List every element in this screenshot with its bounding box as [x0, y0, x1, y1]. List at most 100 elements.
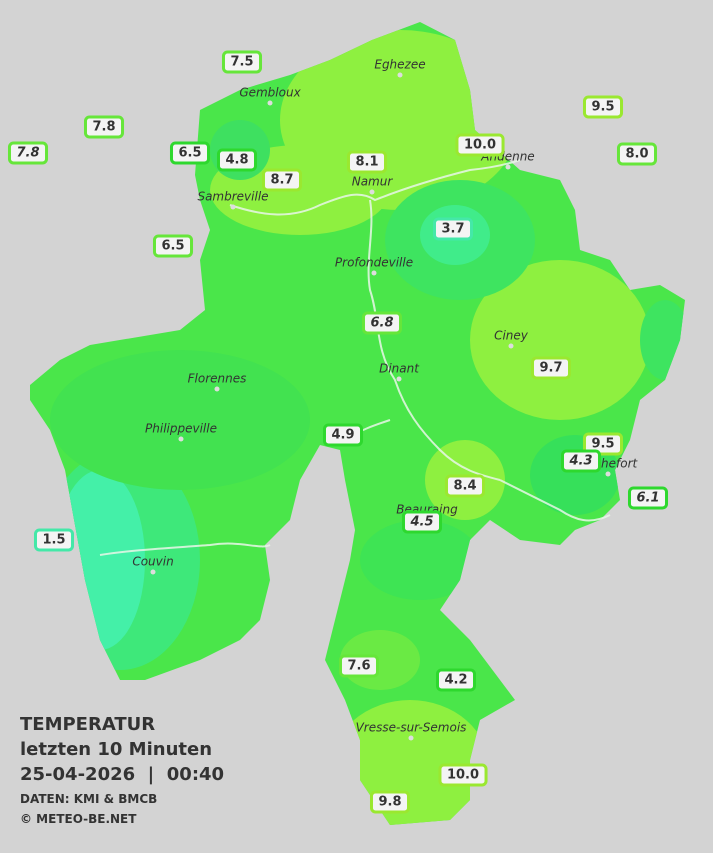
station: 6.8 [361, 311, 403, 335]
station-box [216, 148, 258, 172]
station: 9.5 [582, 432, 624, 456]
station-box [221, 50, 263, 74]
town-dot [178, 436, 184, 442]
station: 8.4 [444, 474, 486, 498]
town-dot [408, 735, 414, 741]
station-value: 8.0 [625, 147, 648, 162]
station-box [369, 790, 411, 814]
station-box [438, 763, 488, 787]
station-value: 4.3 [568, 454, 592, 469]
station: 10.0 [455, 133, 505, 157]
town-label: Philippeville [145, 422, 217, 436]
station-box [444, 474, 486, 498]
town-dot [397, 72, 403, 78]
station-box [346, 150, 388, 174]
station: 1.5 [33, 528, 75, 552]
station: 3.7 [432, 217, 474, 241]
station-box [152, 234, 194, 258]
town-label: Sambreville [197, 190, 268, 204]
rivers [99, 159, 611, 556]
station: 4.9 [322, 423, 364, 447]
town-label: Gembloux [239, 86, 301, 100]
station-value: 8.1 [355, 155, 378, 170]
station-value: 7.8 [16, 146, 39, 161]
legend: TEMPERATUR letzten 10 Minuten 25-04-2026… [20, 714, 224, 826]
station: 7.5 [221, 50, 263, 74]
town-label: Eghezee [374, 58, 425, 72]
town-dot [605, 471, 611, 477]
station-value: 9.5 [591, 100, 614, 115]
station-value: 4.8 [225, 153, 248, 168]
station-value: 7.8 [92, 120, 115, 135]
town-dot [150, 569, 156, 575]
town-dot [508, 343, 514, 349]
legend-datetime: 25-04-2026 | 00:40 [20, 764, 224, 785]
station: 9.5 [582, 95, 624, 119]
station-box [530, 356, 572, 380]
town-label: Couvin [132, 555, 173, 569]
station: 4.2 [435, 668, 477, 692]
station: 6.5 [169, 141, 211, 165]
station-value: 9.5 [591, 437, 614, 452]
station-box [338, 654, 380, 678]
station: 9.8 [369, 790, 411, 814]
station: 4.5 [401, 510, 443, 534]
town-dot [230, 204, 236, 210]
station-box [616, 142, 658, 166]
station-value: 10.0 [464, 138, 496, 153]
station: 8.0 [616, 142, 658, 166]
station-box [33, 528, 75, 552]
station: 4.8 [216, 148, 258, 172]
station-value: 8.4 [453, 479, 476, 494]
station-box [322, 423, 364, 447]
station-value: 9.8 [378, 795, 401, 810]
station-value: 6.5 [178, 146, 201, 161]
station-value: 4.2 [444, 673, 467, 688]
station-box [7, 141, 49, 165]
legend-title: TEMPERATUR [20, 714, 155, 735]
station: 7.8 [83, 115, 125, 139]
station-box [435, 668, 477, 692]
station-value: 10.0 [447, 768, 479, 783]
town-dot [369, 189, 375, 195]
station-value: 7.5 [230, 55, 253, 70]
station-box [455, 133, 505, 157]
town-label: Ciney [494, 329, 529, 343]
town-label: Profondeville [335, 256, 413, 270]
station-box [432, 217, 474, 241]
station-box [169, 141, 211, 165]
town-dot [396, 376, 402, 382]
station: 8.1 [346, 150, 388, 174]
legend-copyright: © METEO-BE.NET [20, 812, 137, 826]
station-box [261, 168, 303, 192]
station-box [560, 449, 602, 473]
station-box [627, 486, 669, 510]
station-value: 6.1 [636, 491, 659, 506]
station-box [83, 115, 125, 139]
station-box [582, 432, 624, 456]
station-value: 8.7 [270, 173, 293, 188]
town-dot [371, 270, 377, 276]
station-value: 6.5 [161, 239, 184, 254]
station-value: 4.9 [331, 428, 354, 443]
station: 6.1 [627, 486, 669, 510]
town-dot [267, 100, 273, 106]
station-value: 7.6 [347, 659, 370, 674]
station: 6.5 [152, 234, 194, 258]
town-dot [505, 164, 511, 170]
station-value: 4.5 [409, 515, 433, 530]
town-dot [214, 386, 220, 392]
town-label: Florennes [188, 372, 247, 386]
station-value: 6.8 [370, 316, 393, 331]
legend-source: DATEN: KMI & BMCB [20, 792, 157, 806]
legend-period: letzten 10 Minuten [20, 739, 212, 760]
station: 8.7 [261, 168, 303, 192]
station-box [361, 311, 403, 335]
town-label: Namur [352, 175, 394, 189]
station-value: 9.7 [539, 361, 562, 376]
station: 7.6 [338, 654, 380, 678]
station-value: 1.5 [42, 533, 65, 548]
station-value: 3.7 [441, 222, 464, 237]
town-label: Dinant [379, 362, 420, 376]
